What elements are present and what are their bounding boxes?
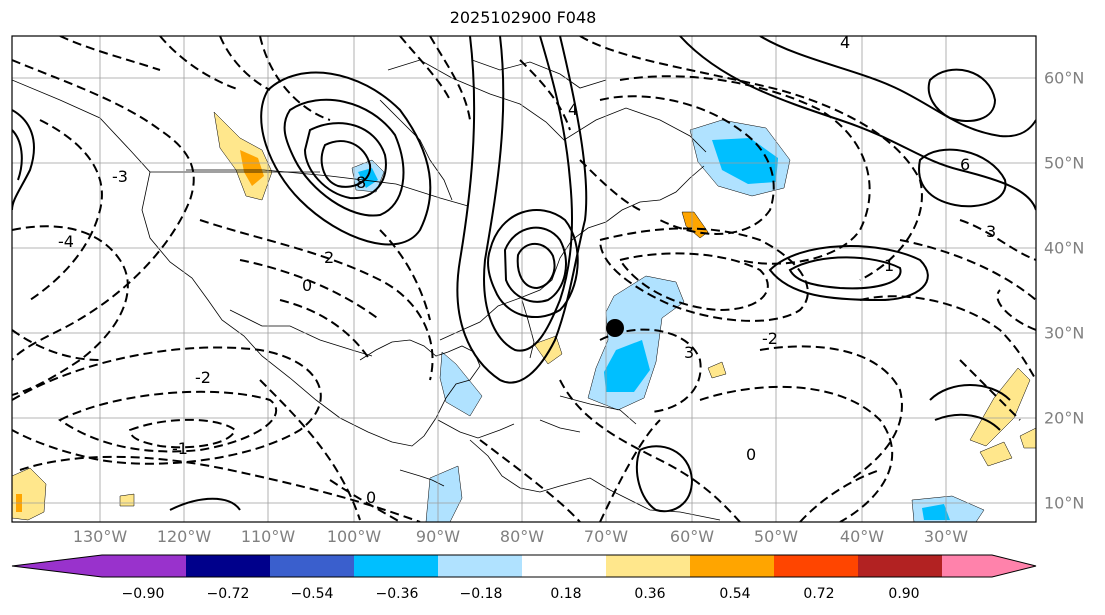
contour-label: -3 [112, 167, 128, 186]
colorbar [11, 554, 1037, 578]
contour-label: -2 [762, 329, 778, 348]
contour-label: -1 [172, 439, 188, 458]
contour-value-labels: -2 -1 0 0 2 3 3 6 8 1 -3 -4 -2 0 4 4 [58, 33, 996, 507]
colorbar-segment [102, 555, 187, 577]
contour-label: -4 [58, 232, 74, 251]
contour-label: 4 [568, 100, 578, 119]
negative-anomaly-core [604, 340, 650, 392]
contour-label: 4 [840, 33, 850, 52]
contour-label: 0 [366, 488, 376, 507]
contour-label: 6 [960, 155, 970, 174]
colorbar-tick-label: 0.72 [803, 586, 835, 602]
colorbar-min-extension [12, 555, 102, 577]
colorbar-segment [438, 555, 523, 577]
longitude-label: 100°W [326, 527, 382, 546]
positive-anomaly-core [240, 150, 264, 186]
longitude-label: 80°W [499, 527, 545, 546]
positive-anomaly-region [707, 361, 727, 379]
latitude-label: 30°N [1044, 323, 1085, 343]
colorbar-segment [858, 555, 943, 577]
negative-anomaly-core [922, 504, 950, 520]
positive-anomaly-region [979, 441, 1013, 467]
positive-anomaly-region [533, 335, 563, 365]
storm-center-marker [606, 319, 624, 337]
colorbar-segment [774, 555, 859, 577]
colorbar-segment [690, 555, 775, 577]
longitude-label: 110°W [240, 527, 296, 546]
contour-label: 0 [746, 445, 756, 464]
negative-anomaly-region [425, 465, 463, 522]
map-frame [11, 35, 1037, 523]
longitude-label: 120°W [156, 527, 212, 546]
latitude-label: 40°N [1044, 238, 1085, 258]
contour-label: 8 [356, 173, 366, 192]
negative-anomaly-core [358, 168, 378, 188]
longitude-label: 130°W [72, 527, 128, 546]
latitude-label: 60°N [1044, 68, 1085, 88]
latitude-label: 50°N [1044, 153, 1085, 173]
colorbar-tick-label: −0.54 [290, 586, 334, 602]
positive-anomaly-region [1019, 427, 1036, 449]
colorbar-segment [606, 555, 691, 577]
positive-contours [12, 36, 1036, 513]
colorbar-tick-label: 0.18 [550, 586, 582, 602]
negative-contours [12, 36, 1036, 522]
colorbar-tick-label: 0.54 [719, 586, 751, 602]
colorbar-tick-label: −0.18 [459, 586, 503, 602]
colorbar-segment [354, 555, 439, 577]
longitude-label: 40°W [839, 527, 885, 546]
longitude-label: 50°W [753, 527, 799, 546]
colorbar-max-extension [992, 555, 1036, 577]
map-title: 2025102900 F048 [449, 8, 597, 27]
colorbar-tick-label: −0.72 [206, 586, 250, 602]
latitude-label: 10°N [1044, 493, 1085, 513]
contour-label: 3 [986, 222, 996, 241]
colorbar-segment [522, 555, 607, 577]
contour-label: 0 [302, 276, 312, 295]
contour-label: 2 [324, 248, 334, 267]
colorbar-segment [186, 555, 271, 577]
colorbar-segment [270, 555, 355, 577]
longitude-label: 70°W [583, 527, 629, 546]
longitude-label: 90°W [415, 527, 461, 546]
colorbar-tick-label: 0.90 [888, 586, 920, 602]
longitude-label: 30°W [923, 527, 969, 546]
colorbar-tick-label: −0.36 [375, 586, 419, 602]
longitude-label: 60°W [669, 527, 715, 546]
positive-anomaly-region [969, 367, 1031, 447]
positive-anomaly-region [119, 493, 135, 507]
colorbar-tick-label: −0.90 [121, 586, 165, 602]
colorbar-tick-label: 0.36 [634, 586, 666, 602]
contour-label: 3 [684, 343, 694, 362]
negative-anomaly-region [439, 351, 483, 417]
colorbar-segment [942, 555, 992, 577]
contour-label: 1 [884, 256, 894, 275]
latitude-label: 20°N [1044, 408, 1085, 428]
contour-label: -2 [195, 368, 211, 387]
map-background [12, 36, 1036, 522]
